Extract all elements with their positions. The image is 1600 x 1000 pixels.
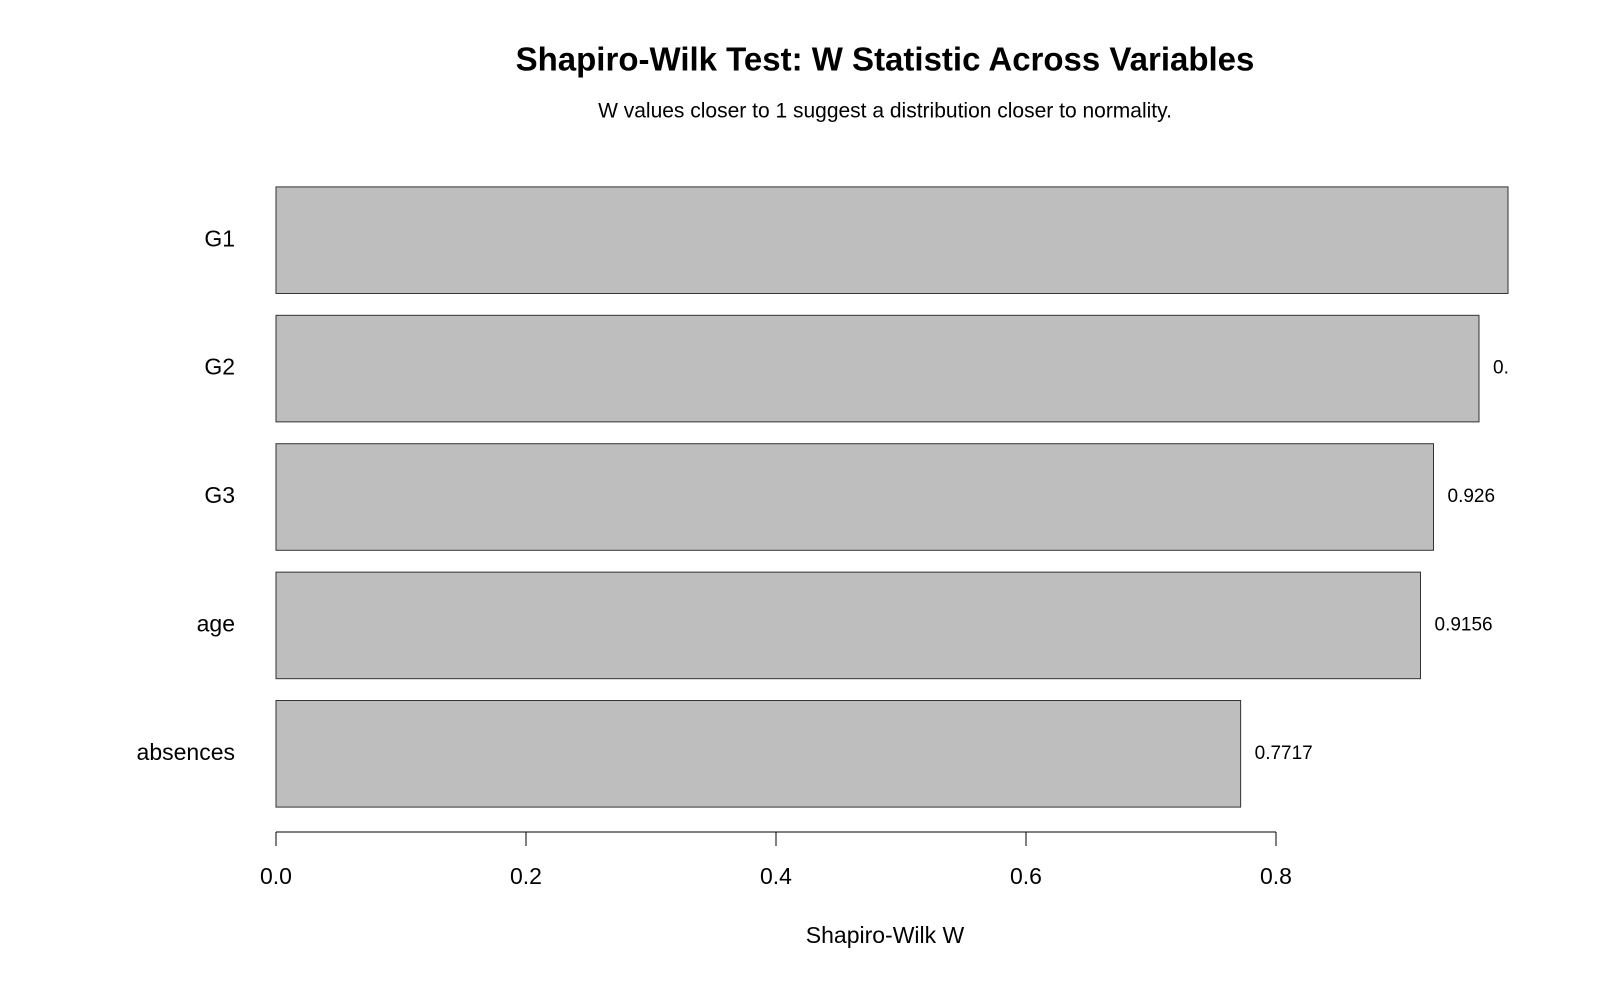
value-label: 0.926 [1448, 486, 1496, 507]
y-tick-label: G3 [204, 482, 235, 508]
x-tick-label: 0.2 [510, 863, 542, 889]
bar [275, 186, 1509, 294]
x-tick-label: 0.6 [1010, 863, 1042, 889]
x-tick-label: 0.0 [260, 863, 292, 889]
chart-subtitle: W values closer to 1 suggest a distribut… [598, 100, 1172, 123]
bar [275, 443, 1434, 551]
bar [275, 700, 1242, 808]
y-tick-label: age [197, 610, 235, 636]
value-label: 0.9156 [1435, 614, 1493, 635]
y-tick-label: G2 [204, 354, 235, 380]
value-label: 0.7717 [1255, 743, 1313, 764]
value-label: 0. [1493, 358, 1509, 379]
y-tick-label: absences [137, 739, 235, 765]
x-axis-label: Shapiro-Wilk W [806, 922, 965, 948]
y-tick-label: G1 [204, 225, 235, 251]
chart-title: Shapiro-Wilk Test: W Statistic Across Va… [516, 41, 1255, 78]
bar [275, 571, 1421, 680]
x-tick-label: 0.4 [760, 863, 792, 889]
bar [275, 314, 1480, 423]
x-tick-label: 0.8 [1260, 863, 1292, 889]
